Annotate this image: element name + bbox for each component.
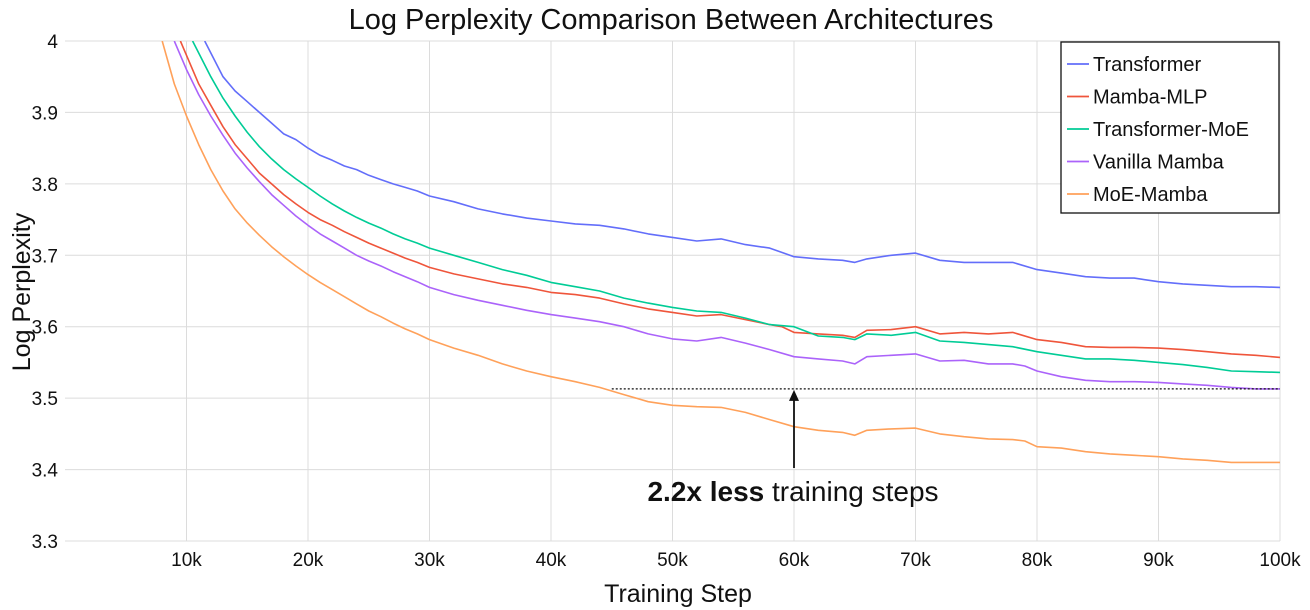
x-tick-label: 30k bbox=[414, 550, 445, 571]
legend-label: Vanilla Mamba bbox=[1093, 152, 1225, 174]
y-tick-label: 3.8 bbox=[32, 175, 58, 196]
legend-box bbox=[1060, 41, 1280, 214]
y-tick-label: 3.7 bbox=[32, 246, 58, 267]
y-tick-label: 3.9 bbox=[32, 103, 58, 124]
y-tick-label: 3.3 bbox=[32, 532, 58, 553]
series-line-transformer-moe bbox=[191, 41, 1280, 374]
x-tick-label: 20k bbox=[293, 550, 324, 571]
x-axis-label: Training Step bbox=[604, 580, 752, 608]
x-tick-label: 100k bbox=[1259, 550, 1301, 571]
legend-label: Transformer-MoE bbox=[1093, 119, 1249, 141]
series-line-mamba-mlp bbox=[179, 41, 1280, 359]
x-tick-label: 60k bbox=[779, 550, 810, 571]
annotation: 2.2x less training steps bbox=[611, 388, 1280, 507]
series-line-transformer bbox=[203, 41, 1280, 289]
y-axis-label: Log Perplexity bbox=[8, 212, 36, 371]
x-tick-label: 10k bbox=[171, 550, 202, 571]
legend-label: Mamba-MLP bbox=[1093, 87, 1207, 109]
grid bbox=[65, 40, 1281, 542]
legend: Transformer Mamba-MLP Transformer-MoE Vanil… bbox=[1060, 41, 1280, 214]
legend-label: Transformer bbox=[1093, 54, 1202, 76]
y-tick-label: 3.5 bbox=[32, 389, 58, 410]
x-tick-label: 70k bbox=[900, 550, 931, 571]
series-line-moe-mamba bbox=[161, 41, 1280, 464]
x-tick-label: 90k bbox=[1143, 550, 1174, 571]
chart-title: Log Perplexity Comparison Between Archit… bbox=[349, 4, 994, 36]
y-tick-label: 3.6 bbox=[32, 318, 58, 339]
y-axis-ticks: 3.3 3.4 3.5 3.6 3.7 3.8 3.9 4 bbox=[32, 32, 59, 553]
y-tick-label: 3.4 bbox=[32, 461, 59, 482]
y-tick-label: 4 bbox=[47, 32, 58, 53]
x-tick-label: 40k bbox=[536, 550, 567, 571]
annotation-text: 2.2x less training steps bbox=[647, 476, 938, 507]
x-tick-label: 50k bbox=[657, 550, 688, 571]
x-tick-label: 80k bbox=[1022, 550, 1053, 571]
series-line-vanilla-mamba bbox=[173, 41, 1280, 390]
series-lines bbox=[161, 41, 1280, 464]
legend-label: MoE-Mamba bbox=[1093, 184, 1208, 206]
arrow-head bbox=[789, 389, 799, 401]
x-axis-ticks: 10k 20k 30k 40k 50k 60k 70k 80k 90k 100k bbox=[171, 550, 1301, 571]
